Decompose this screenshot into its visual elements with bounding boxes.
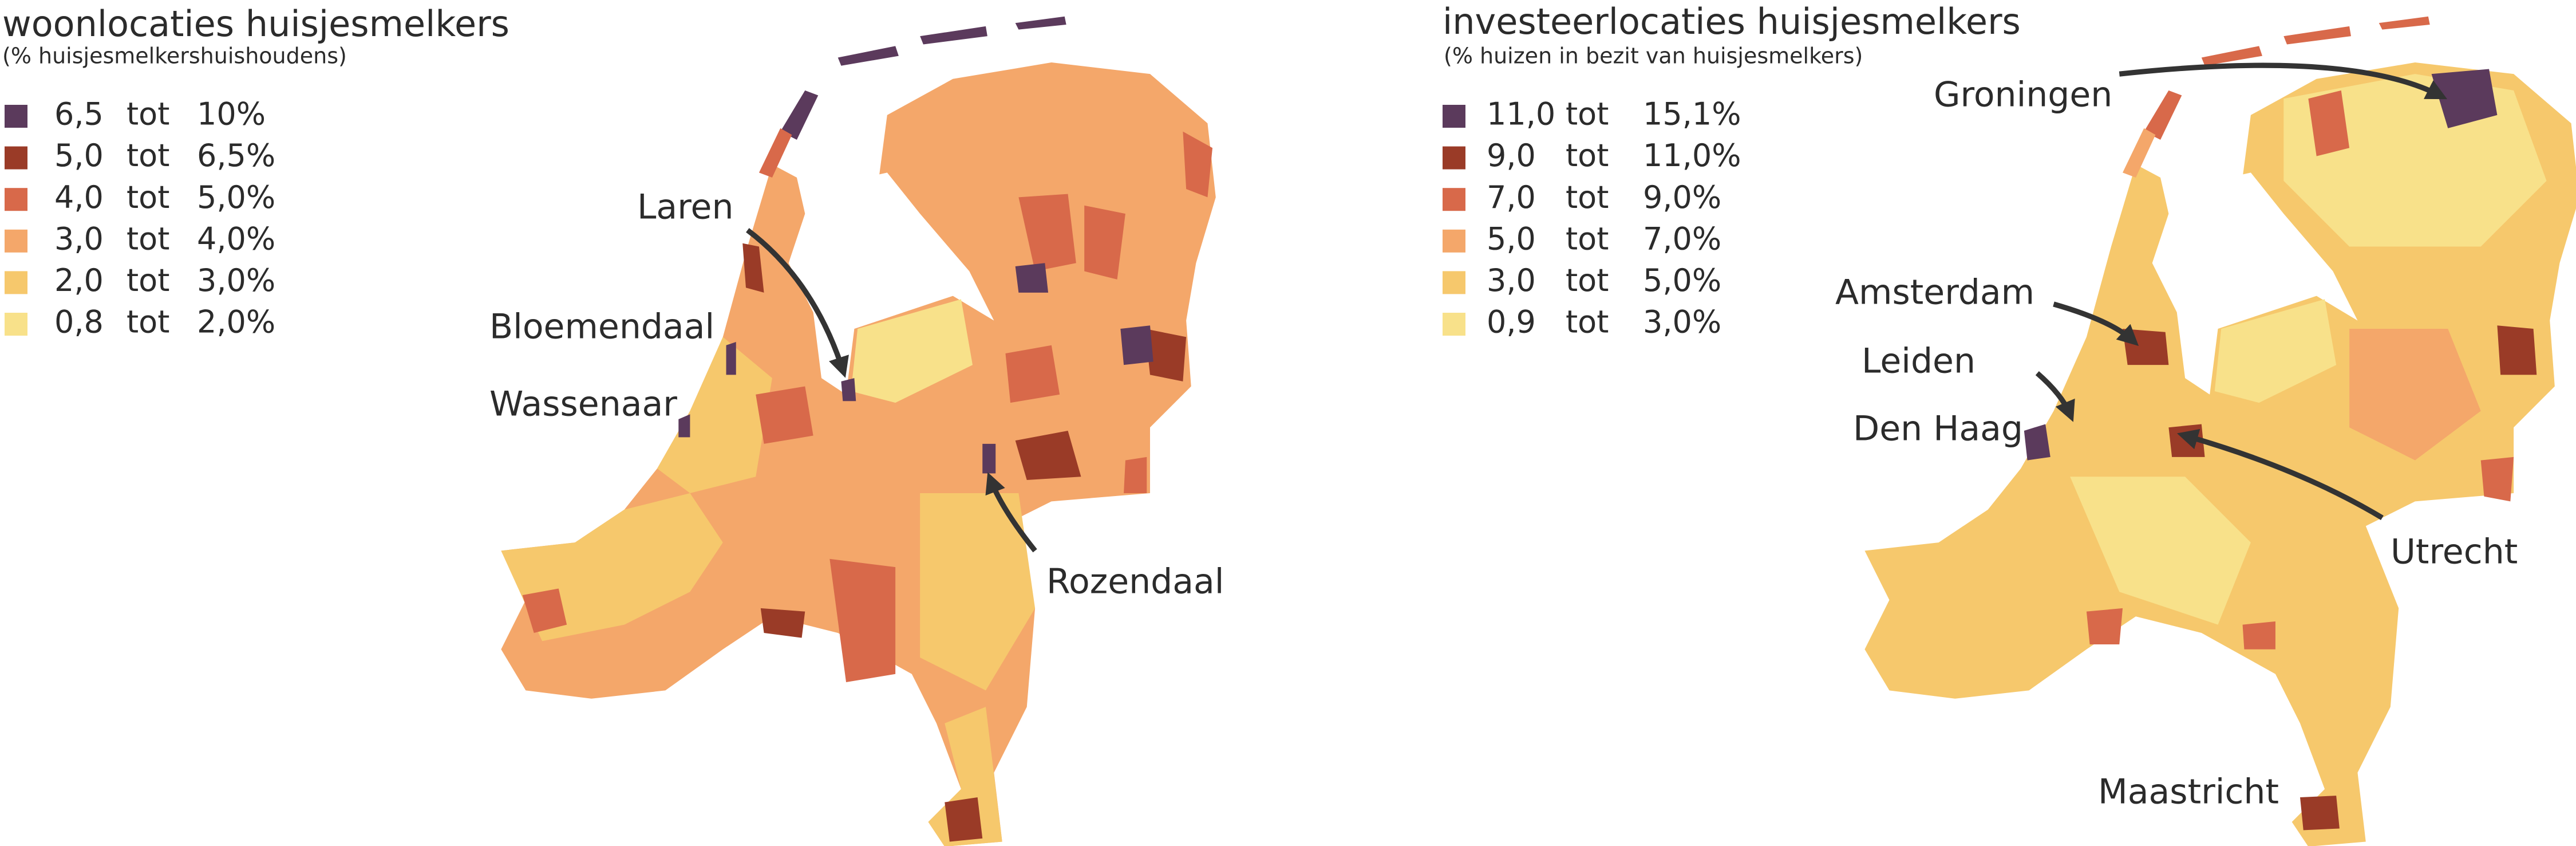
place-label: Utrecht [2391,532,2518,572]
legend-word: tot [1566,96,1609,132]
legend-to: 10% [197,96,266,132]
legend-from: 6,5 [54,96,104,132]
legend-word: tot [1566,179,1609,215]
legend-word: tot [127,179,169,215]
legend-swatch [5,271,27,294]
arrow [746,228,849,378]
region [920,493,1036,691]
legend-from: 3,0 [1487,262,1536,298]
legend-from: 5,0 [54,137,104,174]
place-label: Wassenaar [489,384,677,424]
legend-word: tot [1566,304,1609,340]
legend-swatch [1443,229,1465,253]
legend-swatch [5,229,27,253]
legend-to: 9,0% [1643,179,1721,215]
legend-word: tot [127,96,169,132]
title: investeerlocaties huisjesmelkers [1443,1,2021,42]
legend-to: 6,5% [197,137,275,174]
legend-swatch [1443,105,1465,128]
legend-from: 4,0 [54,179,104,215]
legend-swatch [1443,146,1465,170]
legend-to: 3,0% [1643,304,1721,340]
legend-word: tot [127,221,169,257]
legend-swatch [1443,271,1465,294]
region [657,337,772,493]
title: woonlocaties huisjesmelkers [2,3,509,45]
arrow [985,472,1037,553]
island [2123,128,2156,178]
legend-to: 2,0% [197,304,275,340]
legend-swatch [5,146,27,170]
map-left [501,16,1216,846]
legend-from: 11,0 [1487,96,1555,132]
legend-word: tot [127,137,169,174]
legend-from: 3,0 [54,221,104,257]
arrow [2035,371,2075,422]
legend-from: 7,0 [1487,179,1536,215]
legend-to: 7,0% [1643,221,1721,257]
arrow [2119,62,2448,100]
island [2144,16,2430,140]
legend-from: 0,8 [54,304,104,340]
legend-word: tot [127,262,169,298]
legend-from: 2,0 [54,262,104,298]
legend-word: tot [127,304,169,340]
legend-to: 4,0% [197,221,275,257]
legend-word: tot [1566,221,1609,257]
arrow [2053,301,2139,347]
place-label: Laren [637,187,734,227]
legend-swatch [5,313,27,336]
place-label: Rozendaal [1046,562,1224,602]
legend-from: 0,9 [1487,304,1536,340]
island [758,128,792,178]
region [2349,329,2481,461]
place-label: Maastricht [2098,772,2279,812]
legend-to: 5,0% [1643,262,1721,298]
legend-swatch [5,105,27,128]
place-label: Den Haag [1853,409,2023,449]
legend-to: 3,0% [197,262,275,298]
legend-from: 9,0 [1487,137,1536,174]
legend-from: 5,0 [1487,221,1536,257]
place-label: Bloemendaal [489,307,714,347]
legend-to: 15,1% [1643,96,1741,132]
legend-word: tot [1566,262,1609,298]
place-label: Leiden [1862,341,1976,381]
legend-word: tot [1566,137,1609,174]
place-label: Groningen [1934,75,2112,115]
legend-swatch [5,188,27,211]
subtitle: (% huisjesmelkershuishoudens) [2,44,347,69]
legend-to: 5,0% [197,179,275,215]
place-label: Amsterdam [1835,273,2034,313]
region [2070,477,2251,625]
map-right [1864,16,2576,846]
region [2024,69,2498,461]
island [780,16,1066,140]
legend-swatch [1443,313,1465,336]
subtitle: (% huizen in bezit van huisjesmelkers) [1444,44,1863,69]
legend-to: 11,0% [1643,137,1741,174]
legend-swatch [1443,188,1465,211]
arrow [2176,428,2384,520]
